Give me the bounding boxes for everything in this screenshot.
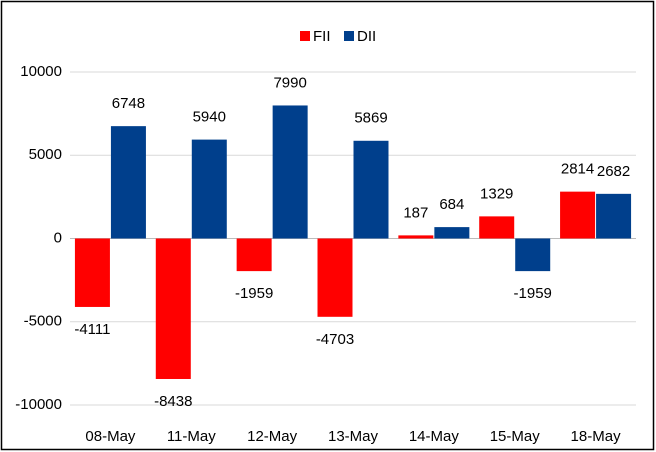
- bar: [353, 140, 389, 239]
- data-label: 7990: [273, 74, 306, 91]
- legend-label: DII: [357, 28, 376, 45]
- data-label: 2814: [561, 161, 594, 178]
- x-tick-label: 13-May: [328, 428, 379, 445]
- data-label: 5940: [193, 109, 226, 126]
- bar: [155, 238, 191, 379]
- legend-swatch: [344, 31, 354, 41]
- data-label: -4703: [316, 331, 354, 348]
- data-label: -1959: [514, 285, 552, 302]
- y-tick-label: 0: [54, 229, 62, 246]
- legend-swatch: [300, 31, 310, 41]
- bar: [560, 191, 596, 239]
- bar: [398, 235, 434, 239]
- y-tick-label: -10000: [15, 396, 62, 413]
- x-tick-label: 08-May: [85, 428, 136, 445]
- x-tick-label: 14-May: [409, 428, 460, 445]
- bar: [515, 238, 551, 272]
- data-label: 6748: [112, 95, 145, 112]
- x-tick-label: 11-May: [167, 428, 216, 445]
- x-tick-label: 15-May: [490, 428, 541, 445]
- legend-label: FII: [313, 28, 331, 45]
- data-label: -8438: [154, 393, 192, 410]
- data-label: -4111: [74, 321, 110, 338]
- bar: [191, 139, 227, 239]
- bar: [236, 238, 272, 272]
- bar: [479, 216, 515, 239]
- data-label: -1959: [235, 285, 273, 302]
- bar: [434, 227, 470, 239]
- y-tick-label: -5000: [24, 313, 62, 330]
- x-tick-label: 12-May: [247, 428, 298, 445]
- data-label: 1329: [480, 185, 513, 202]
- data-label: 187: [403, 204, 428, 221]
- x-tick-label: 18-May: [571, 428, 622, 445]
- data-label: 5869: [354, 110, 387, 127]
- bar: [317, 238, 353, 317]
- y-tick-label: 5000: [29, 146, 62, 163]
- data-label: 684: [439, 196, 464, 213]
- bar: [596, 193, 632, 239]
- bar: [110, 126, 146, 239]
- data-label: 2682: [597, 163, 630, 180]
- bar: [74, 238, 110, 307]
- bar: [272, 105, 308, 239]
- y-tick-label: 10000: [20, 63, 62, 80]
